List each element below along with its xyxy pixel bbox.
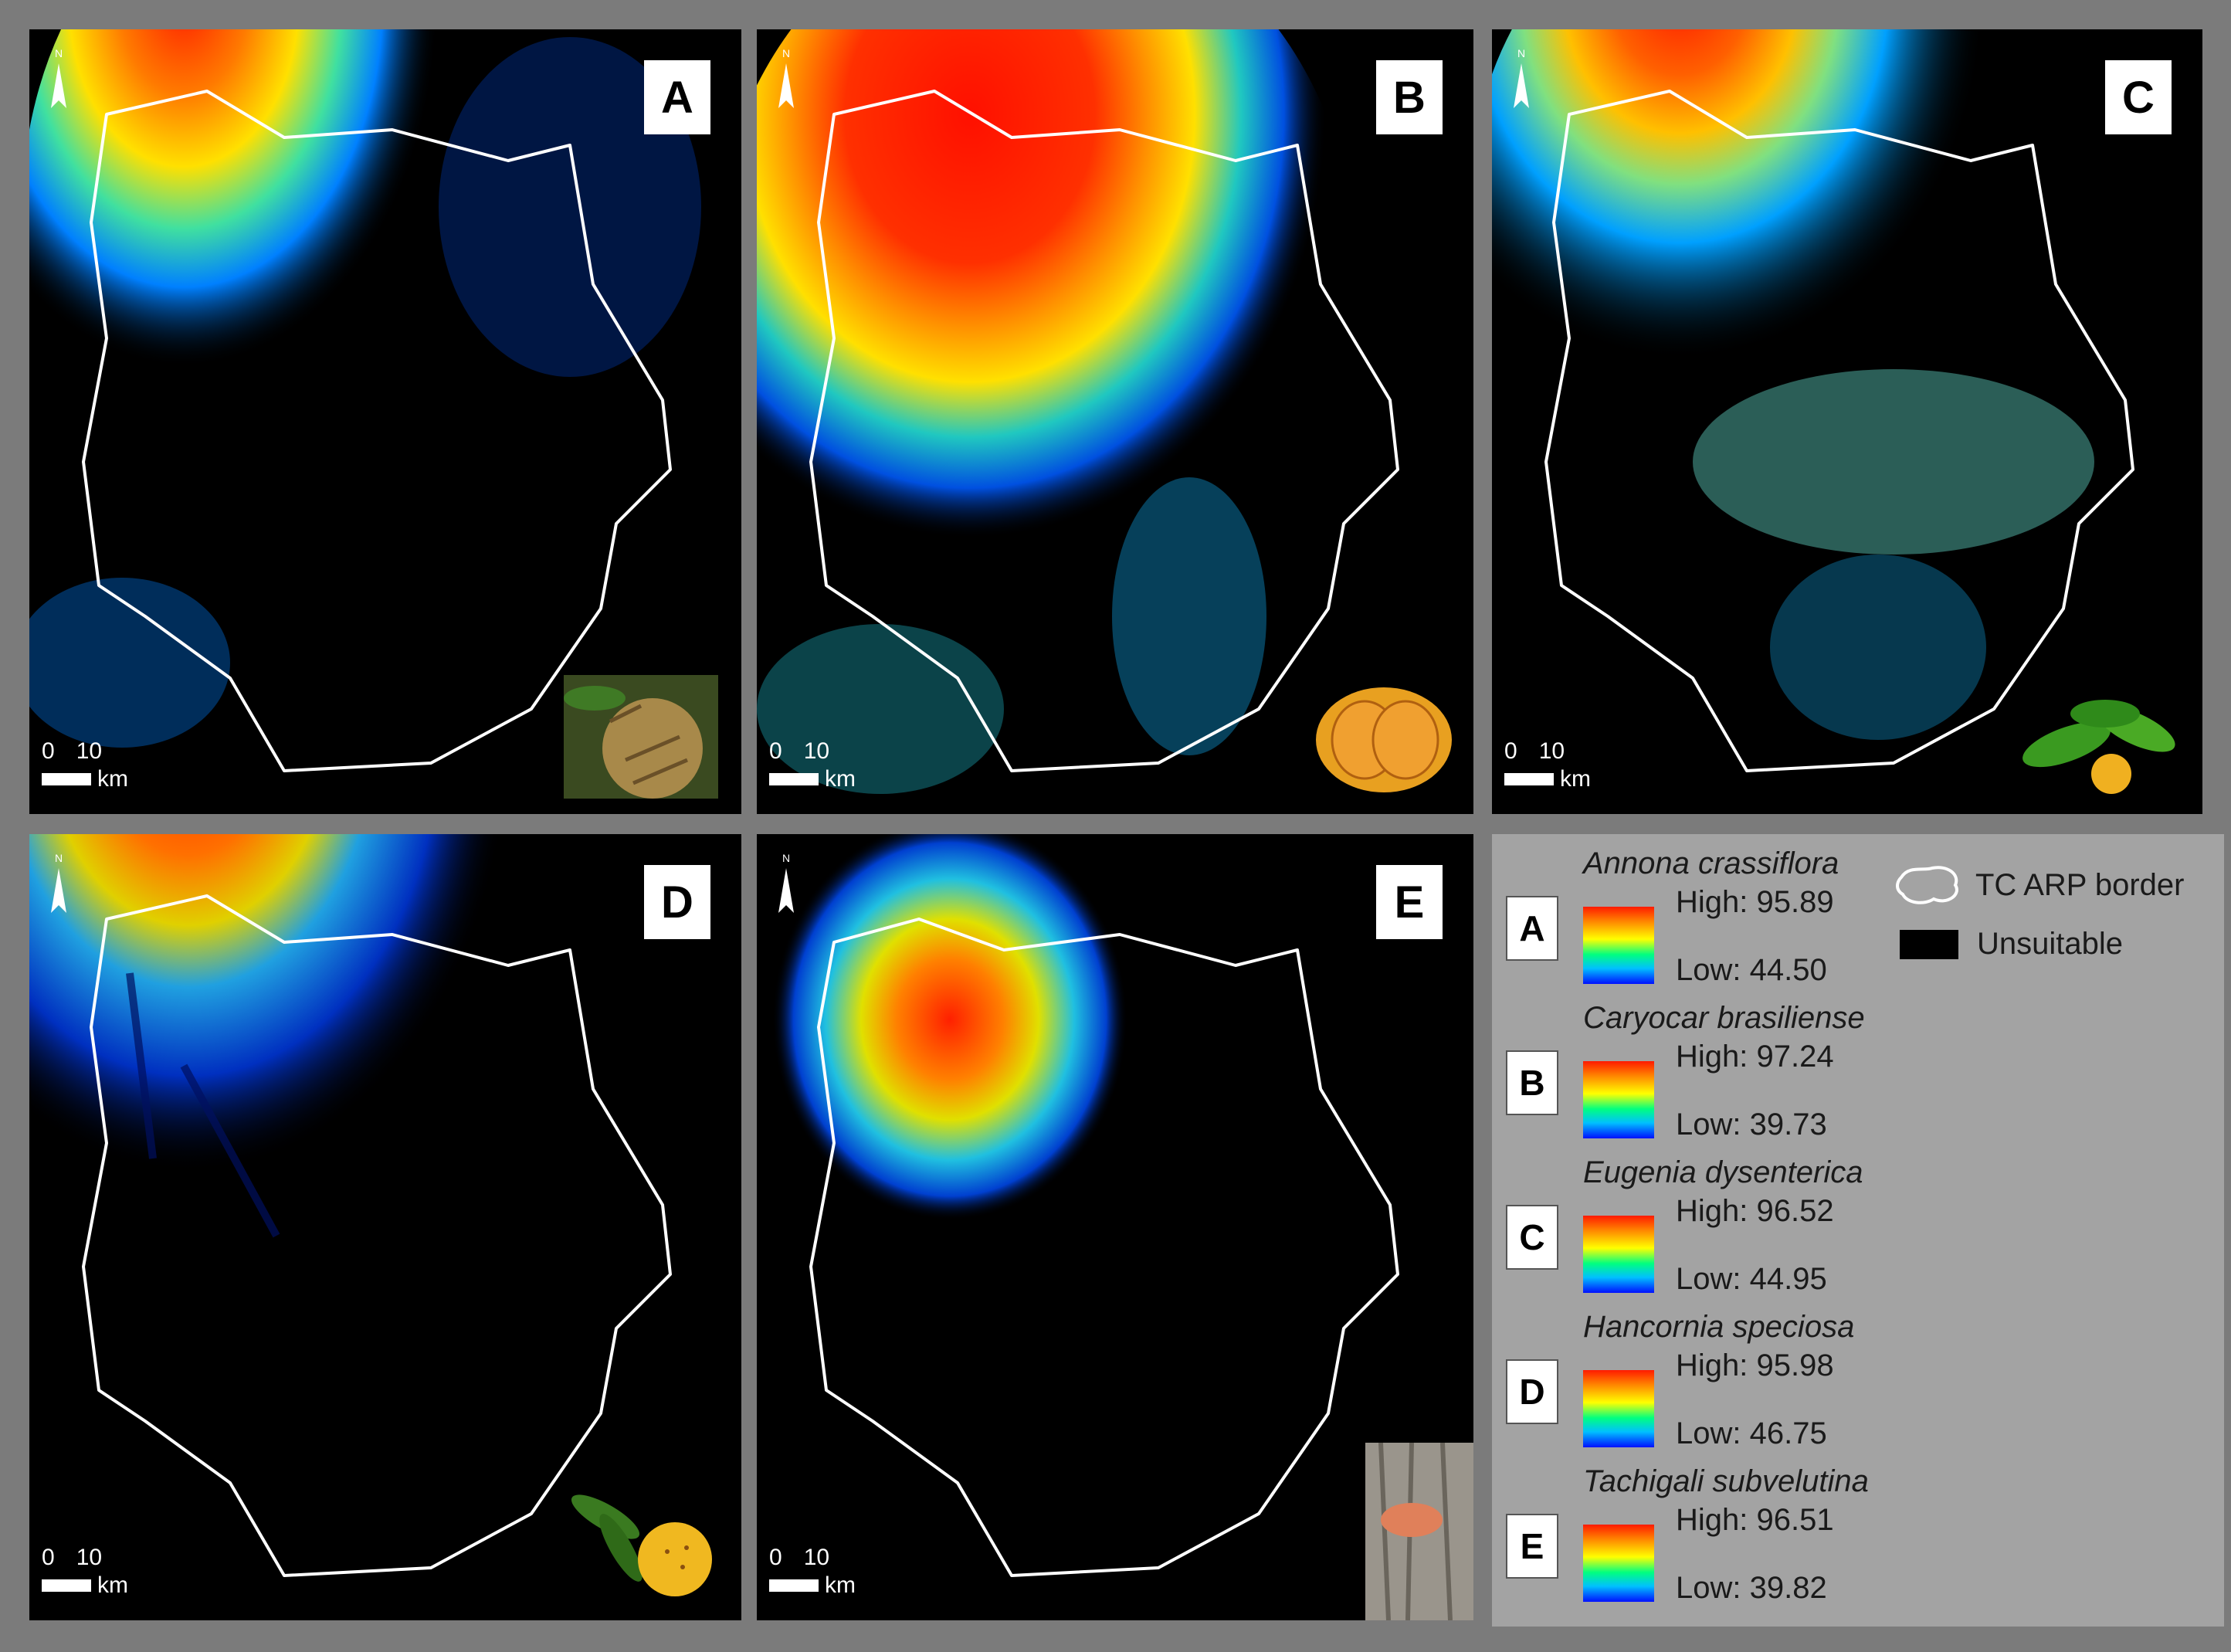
legend-low-value: Low: 46.75 xyxy=(1676,1416,1827,1450)
suitability-map xyxy=(29,29,701,772)
panel-label: C xyxy=(2105,60,2172,134)
legend-high-value: High: 97.24 xyxy=(1676,1040,1834,1074)
legend-item-a: Annona crassiflora A High: 95.89 Low: 44… xyxy=(1492,846,1924,1001)
legend-species-name: Hancornia speciosa xyxy=(1583,1310,1855,1344)
suitability-map xyxy=(1492,29,2134,772)
scale-unit: km xyxy=(825,766,856,792)
border-outline-icon xyxy=(1896,866,1958,904)
panel-label: E xyxy=(1376,865,1443,939)
north-arrow-icon: N xyxy=(51,47,66,108)
legend-panel-label: C xyxy=(1506,1205,1558,1270)
map-panel-d: D N 0 10 km xyxy=(29,834,741,1620)
scale-zero: 0 xyxy=(42,1545,55,1570)
legend-species-name: Tachigali subvelutina xyxy=(1583,1464,1869,1498)
mangaba-fruit-icon xyxy=(571,1494,712,1596)
scale-ten: 10 xyxy=(1538,738,1565,764)
scale-bar: 0 10 km xyxy=(769,1545,856,1599)
sugar-apple-fruit-icon xyxy=(564,675,718,799)
legend-color-ramp xyxy=(1583,907,1654,984)
scale-bar: 0 10 km xyxy=(769,738,856,792)
scale-zero: 0 xyxy=(769,738,782,764)
legend-item-e: Tachigali subvelutina E High: 96.51 Low:… xyxy=(1492,1464,1924,1619)
panel-label: A xyxy=(644,60,710,134)
scale-zero: 0 xyxy=(769,1545,782,1570)
map-panel-c: C N 0 10 km xyxy=(1492,29,2202,814)
map-panel-a: A N 0 10 km xyxy=(29,29,741,814)
legend-panel-label: A xyxy=(1506,896,1558,961)
scale-bar: 0 10 km xyxy=(1504,738,1591,792)
map-legend: Annona crassiflora A High: 95.89 Low: 44… xyxy=(1492,834,2224,1627)
map-panel-b: B N 0 10 km xyxy=(757,29,1473,814)
scale-ten: 10 xyxy=(76,738,103,764)
svg-text:N: N xyxy=(55,852,63,864)
suitability-map xyxy=(29,834,672,1577)
scale-unit: km xyxy=(825,1572,856,1598)
legend-panel-label: E xyxy=(1506,1514,1558,1579)
panel-label: B xyxy=(1376,60,1443,134)
suitability-map xyxy=(757,29,1399,794)
legend-panel-label: D xyxy=(1506,1359,1558,1424)
legend-low-value: Low: 39.82 xyxy=(1676,1571,1827,1605)
legend-low-value: Low: 39.73 xyxy=(1676,1108,1827,1141)
legend-color-ramp xyxy=(1583,1525,1654,1602)
north-arrow-icon: N xyxy=(1514,47,1529,108)
legend-panel-label: B xyxy=(1506,1050,1558,1115)
legend-color-ramp xyxy=(1583,1061,1654,1138)
legend-color-ramp xyxy=(1583,1216,1654,1293)
svg-text:N: N xyxy=(782,47,790,59)
pequi-fruit-halves-icon xyxy=(1316,687,1452,792)
legend-high-value: High: 96.52 xyxy=(1676,1194,1834,1228)
panel-label: D xyxy=(644,865,710,939)
north-arrow-icon: N xyxy=(778,47,794,108)
svg-text:N: N xyxy=(1517,47,1525,59)
legend-species-name: Annona crassiflora xyxy=(1583,846,1839,880)
map-panel-e: E N 0 10 km xyxy=(757,834,1473,1620)
scale-unit: km xyxy=(97,766,128,792)
scale-unit: km xyxy=(1560,766,1591,792)
legend-unsuitable-key: Unsuitable xyxy=(1900,927,2123,962)
svg-text:N: N xyxy=(782,852,790,864)
legend-border-key: TC ARP border xyxy=(1894,863,2185,907)
legend-high-value: High: 95.98 xyxy=(1676,1348,1834,1382)
legend-high-value: High: 95.89 xyxy=(1676,885,1834,919)
suitability-map xyxy=(772,834,1399,1577)
scale-ten: 10 xyxy=(803,1545,830,1570)
north-arrow-icon: N xyxy=(778,852,794,913)
scale-zero: 0 xyxy=(42,738,55,764)
scale-zero: 0 xyxy=(1504,738,1517,764)
scale-bar: 0 10 km xyxy=(42,738,128,792)
scale-unit: km xyxy=(97,1572,128,1598)
north-label: N xyxy=(55,47,63,59)
scale-ten: 10 xyxy=(803,738,830,764)
legend-low-value: Low: 44.50 xyxy=(1676,953,1827,987)
unsuitable-label: Unsuitable xyxy=(1977,927,2124,961)
legend-item-d: Hancornia speciosa D High: 95.98 Low: 46… xyxy=(1492,1310,1924,1464)
legend-color-ramp xyxy=(1583,1370,1654,1447)
legend-species-name: Eugenia dysenterica xyxy=(1583,1155,1863,1189)
border-label: TC ARP border xyxy=(1975,867,2185,902)
unsuitable-swatch xyxy=(1900,929,1958,959)
legend-high-value: High: 96.51 xyxy=(1676,1503,1834,1537)
tree-bark-icon xyxy=(1365,1443,1473,1620)
scale-bar: 0 10 km xyxy=(42,1545,128,1599)
legend-species-name: Caryocar brasiliense xyxy=(1583,1001,1865,1035)
cagaita-fruit-leaves-icon xyxy=(2022,700,2175,794)
legend-low-value: Low: 44.95 xyxy=(1676,1262,1827,1296)
legend-item-c: Eugenia dysenterica C High: 96.52 Low: 4… xyxy=(1492,1155,1924,1310)
scale-ten: 10 xyxy=(76,1545,103,1570)
north-arrow-icon: N xyxy=(51,852,66,913)
legend-item-b: Caryocar brasiliense B High: 97.24 Low: … xyxy=(1492,1001,1924,1155)
